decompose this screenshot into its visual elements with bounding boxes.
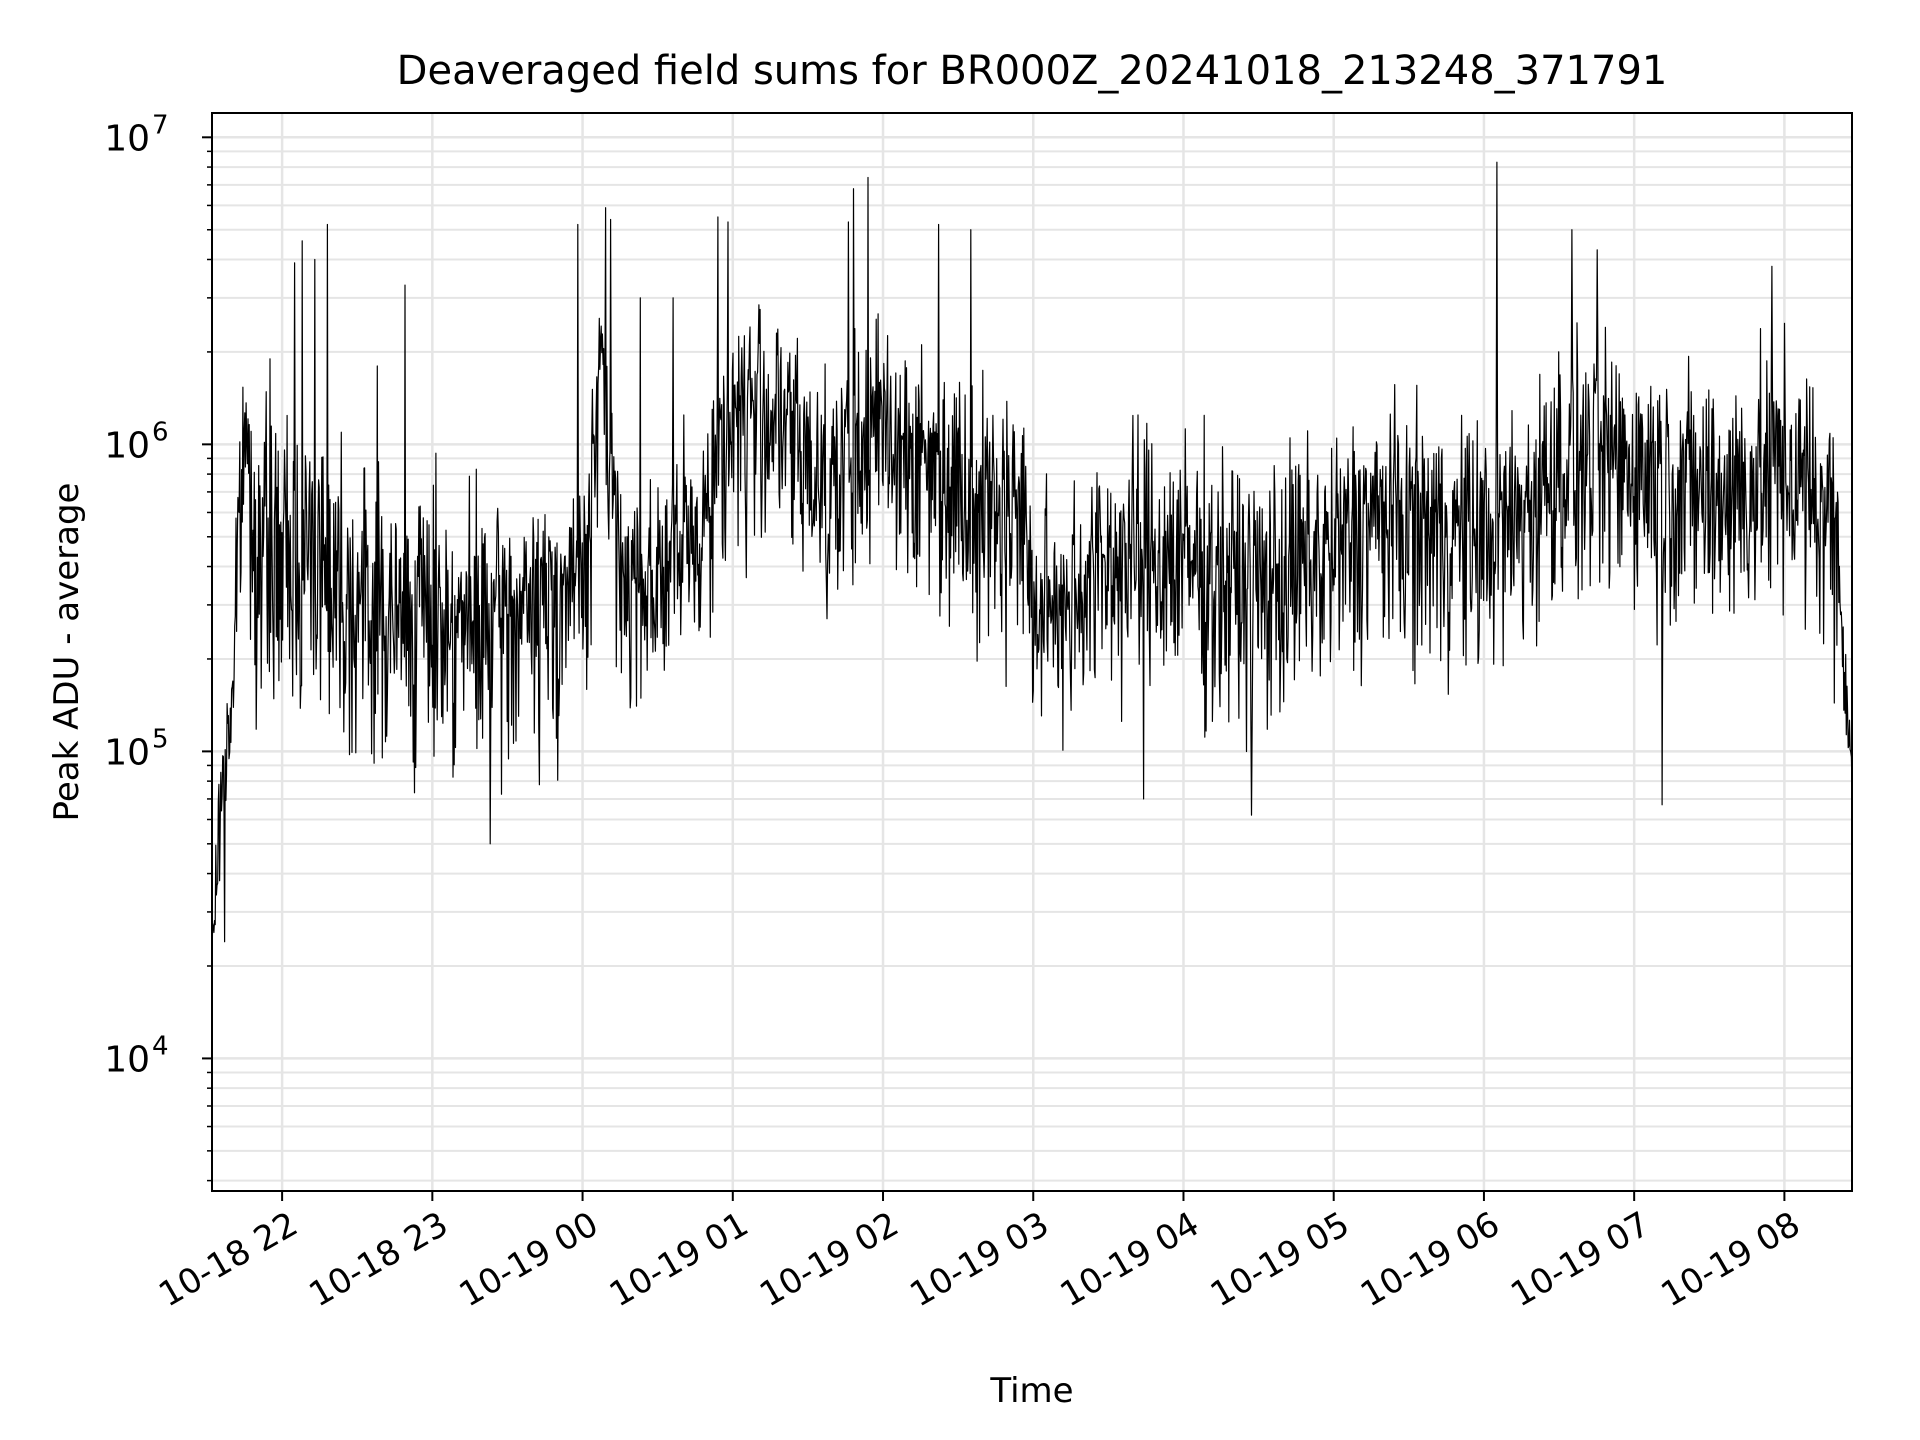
y-tick-label: 10	[104, 118, 150, 159]
y-tick-label: 10	[104, 1039, 150, 1080]
series-line	[211, 161, 1853, 967]
y-tick-label-exponent: 7	[152, 110, 169, 140]
chart-title: Deaveraged field sums for BR000Z_2024101…	[397, 48, 1668, 94]
y-tick-label-exponent: 4	[152, 1031, 169, 1061]
y-axis-ticks	[202, 136, 212, 1182]
major-gridlines	[212, 113, 1852, 1191]
x-axis-ticks	[281, 1191, 1786, 1201]
y-tick-label-exponent: 5	[152, 724, 169, 754]
x-axis-label: Time	[989, 1371, 1073, 1411]
y-axis-label: Peak ADU - average	[47, 483, 87, 822]
y-tick-label: 10	[104, 425, 150, 466]
series-layer	[211, 161, 1853, 967]
y-tick-label: 10	[104, 732, 150, 773]
y-tick-label-exponent: 6	[152, 417, 169, 447]
plot-frame	[211, 112, 1853, 1192]
